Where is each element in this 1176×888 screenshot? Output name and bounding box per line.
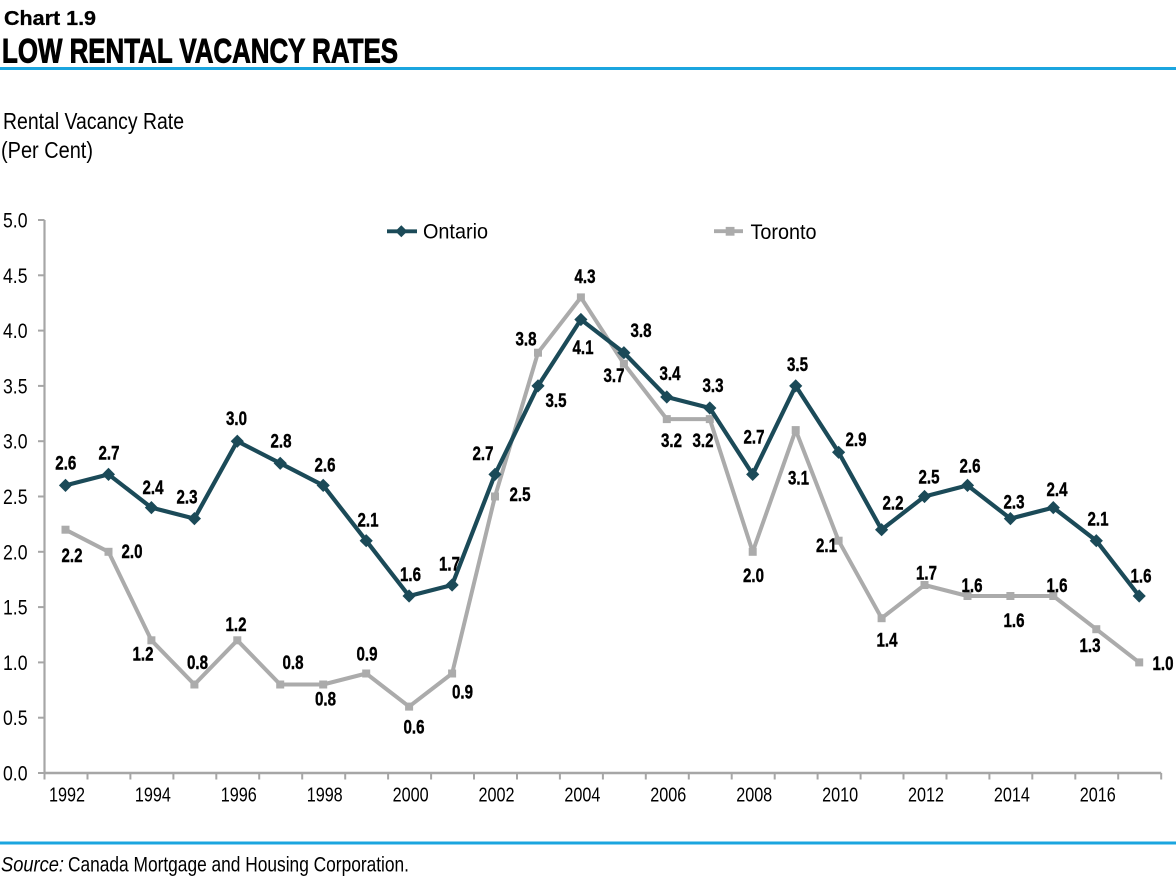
- svg-text:Chart 1.9: Chart 1.9: [4, 7, 96, 30]
- svg-text:1994: 1994: [135, 784, 171, 807]
- svg-text:2000: 2000: [393, 784, 429, 807]
- svg-text:3.5: 3.5: [3, 374, 28, 398]
- svg-text:1998: 1998: [307, 784, 343, 807]
- svg-text:1.6: 1.6: [400, 564, 421, 586]
- svg-text:1992: 1992: [49, 784, 85, 807]
- svg-text:3.5: 3.5: [787, 354, 808, 376]
- svg-text:0.9: 0.9: [357, 644, 378, 666]
- svg-text:1.7: 1.7: [439, 554, 460, 576]
- svg-text:2.8: 2.8: [271, 431, 292, 453]
- svg-text:1.6: 1.6: [1047, 575, 1068, 597]
- svg-text:3.2: 3.2: [693, 430, 714, 452]
- svg-text:Canada Mortgage and Housing Co: Canada Mortgage and Housing Corporation.: [68, 854, 409, 877]
- svg-text:2.4: 2.4: [1047, 479, 1068, 501]
- svg-text:0.8: 0.8: [315, 689, 336, 711]
- svg-text:2.7: 2.7: [99, 443, 120, 465]
- svg-text:Toronto: Toronto: [751, 220, 817, 244]
- svg-text:0.0: 0.0: [3, 762, 28, 786]
- svg-text:2.5: 2.5: [3, 485, 28, 509]
- svg-text:2.5: 2.5: [919, 467, 940, 489]
- svg-text:4.0: 4.0: [3, 319, 28, 343]
- svg-text:1.7: 1.7: [916, 563, 937, 585]
- svg-text:4.5: 4.5: [3, 264, 28, 288]
- svg-text:3.0: 3.0: [226, 408, 247, 430]
- svg-text:0.5: 0.5: [3, 706, 28, 730]
- svg-text:1.6: 1.6: [1004, 610, 1025, 632]
- svg-text:3.3: 3.3: [703, 375, 724, 397]
- svg-text:2004: 2004: [564, 784, 600, 807]
- svg-text:2.3: 2.3: [177, 487, 198, 509]
- svg-text:2.1: 2.1: [1088, 508, 1109, 530]
- svg-text:3.0: 3.0: [3, 430, 28, 454]
- svg-text:(Per Cent): (Per Cent): [1, 137, 93, 163]
- svg-text:1.2: 1.2: [226, 614, 247, 636]
- svg-text:2.5: 2.5: [510, 484, 531, 506]
- svg-text:2.6: 2.6: [315, 455, 336, 477]
- svg-text:Ontario: Ontario: [423, 220, 488, 244]
- svg-text:4.1: 4.1: [573, 337, 594, 359]
- svg-text:1.6: 1.6: [1131, 566, 1152, 588]
- svg-text:2.7: 2.7: [473, 443, 494, 465]
- svg-text:2.0: 2.0: [3, 540, 28, 564]
- svg-text:3.5: 3.5: [546, 390, 567, 412]
- svg-text:3.2: 3.2: [661, 430, 682, 452]
- svg-text:2.1: 2.1: [816, 535, 837, 557]
- svg-text:1.4: 1.4: [877, 629, 898, 651]
- svg-text:2.0: 2.0: [743, 565, 764, 587]
- svg-text:2.6: 2.6: [960, 456, 981, 478]
- svg-text:1.3: 1.3: [1080, 635, 1101, 657]
- svg-text:3.1: 3.1: [788, 468, 809, 490]
- svg-text:3.4: 3.4: [660, 363, 681, 385]
- svg-text:2.7: 2.7: [744, 427, 765, 449]
- svg-text:1.0: 1.0: [3, 651, 28, 675]
- svg-text:LOW RENTAL VACANCY RATES: LOW RENTAL VACANCY RATES: [2, 33, 398, 71]
- svg-text:0.8: 0.8: [283, 652, 304, 674]
- svg-text:0.6: 0.6: [404, 717, 425, 739]
- svg-text:0.8: 0.8: [187, 652, 208, 674]
- svg-text:2.3: 2.3: [1004, 492, 1025, 514]
- svg-text:2.9: 2.9: [846, 429, 867, 451]
- svg-text:2.2: 2.2: [62, 545, 83, 567]
- svg-text:1996: 1996: [221, 784, 257, 807]
- svg-text:2.0: 2.0: [122, 541, 143, 563]
- svg-text:1.6: 1.6: [962, 575, 983, 597]
- svg-text:0.9: 0.9: [452, 682, 473, 704]
- svg-text:2016: 2016: [1080, 784, 1116, 807]
- svg-text:2008: 2008: [736, 784, 772, 807]
- svg-text:2014: 2014: [994, 784, 1030, 807]
- svg-text:2002: 2002: [479, 784, 515, 807]
- svg-text:3.7: 3.7: [604, 365, 625, 387]
- svg-text:2.6: 2.6: [55, 453, 76, 475]
- svg-text:Rental Vacancy Rate: Rental Vacancy Rate: [3, 108, 184, 134]
- svg-text:2.1: 2.1: [358, 510, 379, 532]
- svg-text:1.0: 1.0: [1153, 653, 1174, 675]
- svg-text:1.5: 1.5: [3, 596, 28, 620]
- svg-text:4.3: 4.3: [575, 266, 596, 288]
- svg-text:2012: 2012: [908, 784, 944, 807]
- svg-text:5.0: 5.0: [3, 209, 28, 233]
- svg-text:Source:: Source:: [1, 854, 64, 877]
- svg-text:3.8: 3.8: [631, 320, 652, 342]
- svg-text:2006: 2006: [650, 784, 686, 807]
- svg-text:2.2: 2.2: [883, 493, 904, 515]
- svg-text:2010: 2010: [822, 784, 858, 807]
- svg-text:2.4: 2.4: [143, 477, 164, 499]
- svg-text:1.2: 1.2: [133, 644, 154, 666]
- svg-text:3.8: 3.8: [516, 329, 537, 351]
